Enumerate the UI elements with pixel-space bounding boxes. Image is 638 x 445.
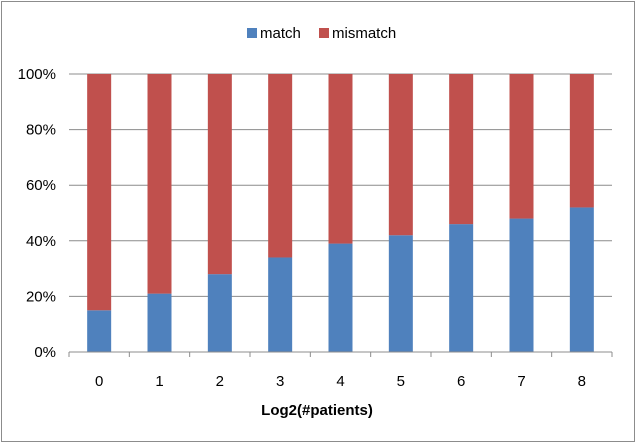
bar-match bbox=[388, 235, 413, 352]
bar-match bbox=[509, 218, 534, 352]
x-tick-label: 5 bbox=[397, 373, 405, 390]
y-tick-label: 80% bbox=[26, 122, 56, 139]
bar-mismatch bbox=[509, 74, 534, 219]
bar-mismatch bbox=[449, 74, 474, 225]
x-axis bbox=[68, 351, 613, 357]
bar-mismatch bbox=[328, 74, 353, 244]
bar-match bbox=[207, 274, 232, 352]
bar-match bbox=[87, 310, 112, 352]
legend-swatch-match bbox=[247, 28, 257, 38]
legend-swatch-mismatch bbox=[319, 28, 329, 38]
bar-mismatch bbox=[87, 74, 112, 311]
x-axis-tick-labels: 0 1 2 3 4 5 6 7 8 bbox=[95, 373, 586, 390]
x-tick-label: 6 bbox=[457, 373, 465, 390]
y-tick-label: 60% bbox=[26, 177, 56, 194]
legend-label-match: match bbox=[260, 25, 301, 42]
bars bbox=[87, 74, 594, 352]
x-tick-label: 8 bbox=[578, 373, 586, 390]
bar-match bbox=[569, 207, 594, 352]
x-tick-label: 4 bbox=[336, 373, 344, 390]
bar-match bbox=[268, 257, 293, 352]
x-tick-label: 2 bbox=[216, 373, 224, 390]
legend: match mismatch bbox=[247, 25, 396, 42]
x-axis-title: Log2(#patients) bbox=[261, 402, 373, 419]
x-tick-label: 3 bbox=[276, 373, 284, 390]
y-tick-label: 20% bbox=[26, 288, 56, 305]
bar-mismatch bbox=[268, 74, 293, 258]
x-tick-label: 7 bbox=[517, 373, 525, 390]
y-tick-label: 0% bbox=[34, 344, 56, 361]
bar-mismatch bbox=[388, 74, 413, 236]
bar-mismatch bbox=[207, 74, 232, 275]
bar-mismatch bbox=[147, 74, 172, 294]
legend-label-mismatch: mismatch bbox=[332, 25, 396, 42]
bar-match bbox=[328, 243, 353, 352]
y-axis-tick-labels: 0% 20% 40% 60% 80% 100% bbox=[18, 66, 56, 361]
y-tick-label: 100% bbox=[18, 66, 56, 83]
bar-match bbox=[147, 293, 172, 352]
y-tick-label: 40% bbox=[26, 233, 56, 250]
bar-mismatch bbox=[569, 74, 594, 208]
x-tick-label: 0 bbox=[95, 373, 103, 390]
bar-match bbox=[449, 224, 474, 352]
x-tick-label: 1 bbox=[155, 373, 163, 390]
